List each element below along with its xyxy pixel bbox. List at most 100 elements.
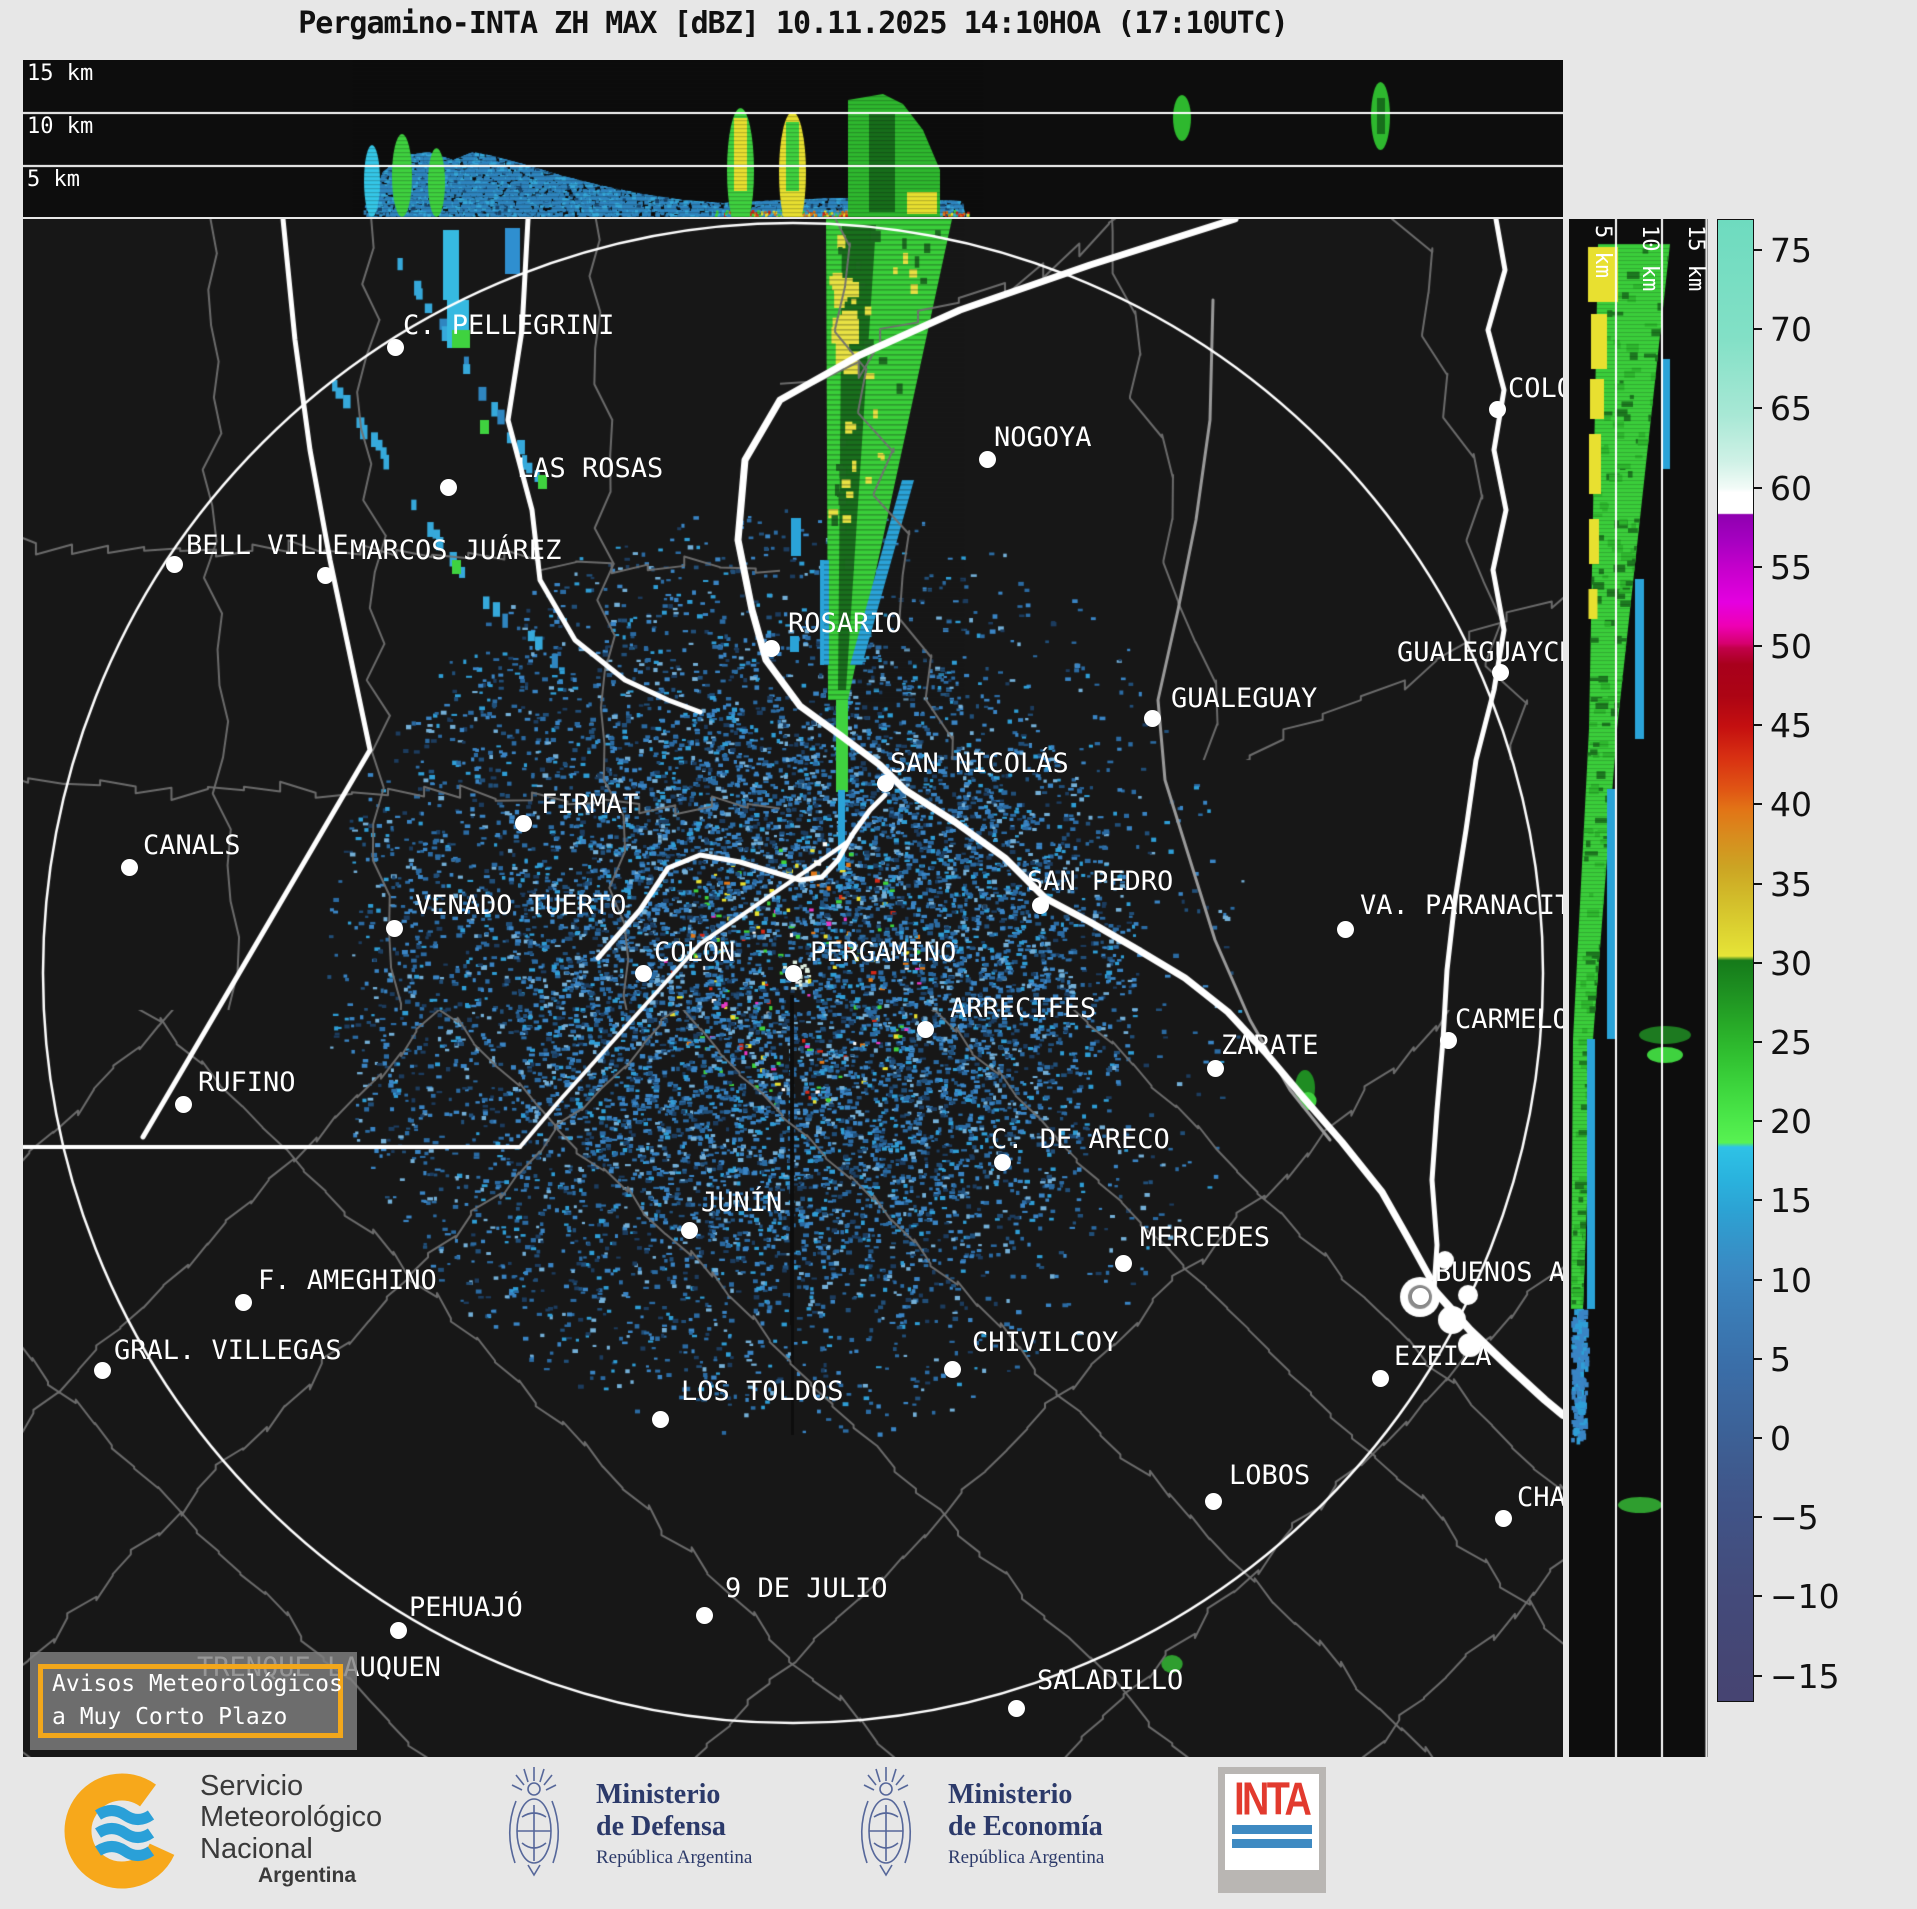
city-label: C. PELLEGRINI [403,310,615,341]
colorbar-tick [1753,1199,1762,1202]
city-label: ARRECIFES [950,993,1097,1024]
economia-subtitle: República Argentina [948,1847,1105,1869]
city-dot [944,1361,961,1378]
city-dot [1372,1370,1389,1387]
city-dot [994,1154,1011,1171]
colorbar-tick-label: 65 [1770,389,1812,429]
smn-line-3: Nacional [200,1832,313,1865]
city-label: SALADILLO [1037,1665,1184,1696]
city-dot [652,1411,669,1428]
colorbar-tick-label: 15 [1770,1181,1812,1221]
height-label-15km-vertical: 15 km [1683,225,1708,292]
colorbar-tick [1753,486,1762,489]
colorbar-tick-label: 70 [1770,310,1812,350]
city-dot [1495,1510,1512,1527]
smn-logo-icon [64,1773,180,1889]
city-dot [979,451,996,468]
city-label: ROSARIO [788,608,902,639]
warning-line-2: a Muy Corto Plazo [52,1704,288,1730]
city-label: LOS TOLDOS [681,1376,844,1407]
colorbar-tick-label: 25 [1770,1023,1812,1062]
city-dot [917,1021,934,1038]
colorbar-tick-label: 20 [1770,1102,1812,1142]
colorbar-tick-label: 55 [1770,547,1812,587]
page-title: Pergamino-INTA ZH MAX [dBZ] 10.11.2025 1… [298,6,1289,41]
city-label: RUFINO [198,1067,296,1098]
warning-box-border [38,1664,343,1738]
city-dot [390,1622,407,1639]
city-label: PERGAMINO [810,937,957,968]
city-label: BUENOS AIRES [1435,1257,1563,1288]
city-dot [1115,1255,1132,1272]
colorbar-tick-label: 45 [1770,706,1812,746]
city-dot [681,1222,698,1239]
colorbar-tick-label: 10 [1770,1260,1812,1300]
colorbar-tick [1753,1278,1762,1281]
city-dot [763,640,780,657]
dbz-colorbar [1717,219,1754,1702]
city-label: LOBOS [1229,1460,1311,1491]
city-dot [1207,1060,1224,1077]
side-cross-section-panel: 5 km 10 km 15 km [1569,219,1708,1757]
economia-line-2: de Economía [948,1811,1103,1843]
colorbar-tick [1753,961,1762,964]
city-label: SAN PEDRO [1027,866,1174,897]
defensa-text: Ministerio de Defensa República Argentin… [596,1779,752,1869]
colorbar-tick [1753,645,1762,647]
city-label: VA. PARANACITO [1360,890,1563,921]
colorbar-tick [1753,1437,1762,1439]
radar-map-canvas [23,219,1563,1757]
colorbar-tick-label: 40 [1770,785,1812,825]
city-dot [317,567,334,584]
colorbar-tick-label: −15 [1770,1656,1840,1696]
city-dot [440,479,457,496]
colorbar-tick-label: 30 [1770,943,1812,983]
colorbar-tick [1753,1516,1762,1519]
city-dot [386,920,403,937]
city-dot [94,1362,111,1379]
city-label: CHIVILCOY [972,1327,1119,1358]
colorbar-tick [1753,1120,1762,1123]
city-dot [785,965,802,982]
city-dot [877,775,894,792]
colorbar-tick-label: 60 [1770,468,1812,508]
inta-label: INTA [1234,1773,1312,1826]
defensa-logo [502,1765,566,1899]
colorbar-tick [1753,1041,1762,1043]
colorbar-tick-label: 5 [1770,1339,1791,1379]
height-label-10km: 10 km [27,114,94,139]
city-label: VENADO TUERTO [415,890,627,921]
city-label: GUALEGUAY [1171,683,1318,714]
city-label: COLÓN [654,937,736,968]
colorbar-tick [1753,407,1762,410]
colorbar-tick [1753,565,1762,568]
colorbar-tick [1753,249,1762,251]
radar-map: C. PELLEGRINI LAS ROSAS BELL VILLE MARCOS J… [23,219,1563,1757]
city-dot [1032,897,1049,914]
smn-logo-text: Servicio Meteorológico Nacional Argentin… [200,1770,382,1888]
height-label-10km-vertical: 10 km [1637,225,1662,292]
city-label: NOGOYA [994,422,1092,453]
colorbar-tick-label: 35 [1770,864,1812,904]
city-label: LAS ROSAS [517,453,664,484]
city-label: C. DE ARECO [991,1124,1170,1155]
colorbar-tick-label: 50 [1770,627,1812,666]
height-label-5km-vertical: 5 km [1590,225,1615,278]
inta-logo: INTA [1218,1767,1326,1893]
city-dot [121,859,138,876]
colorbar-tick [1753,1674,1762,1677]
city-dot [1337,921,1354,938]
city-dot [1144,710,1161,727]
warning-line-1: Avisos Meteorológicos [52,1671,343,1697]
colorbar-tick [1753,803,1762,806]
city-dot [175,1096,192,1113]
city-label: CARMELO [1455,1004,1563,1035]
city-label: ZÁRATE [1221,1030,1319,1061]
city-label: FIRMAT [541,789,639,820]
city-dot [1008,1700,1025,1717]
city-dot [387,339,404,356]
city-dot [635,965,652,982]
city-label: 9 DE JULIO [725,1573,888,1604]
city-dot [1492,664,1509,681]
